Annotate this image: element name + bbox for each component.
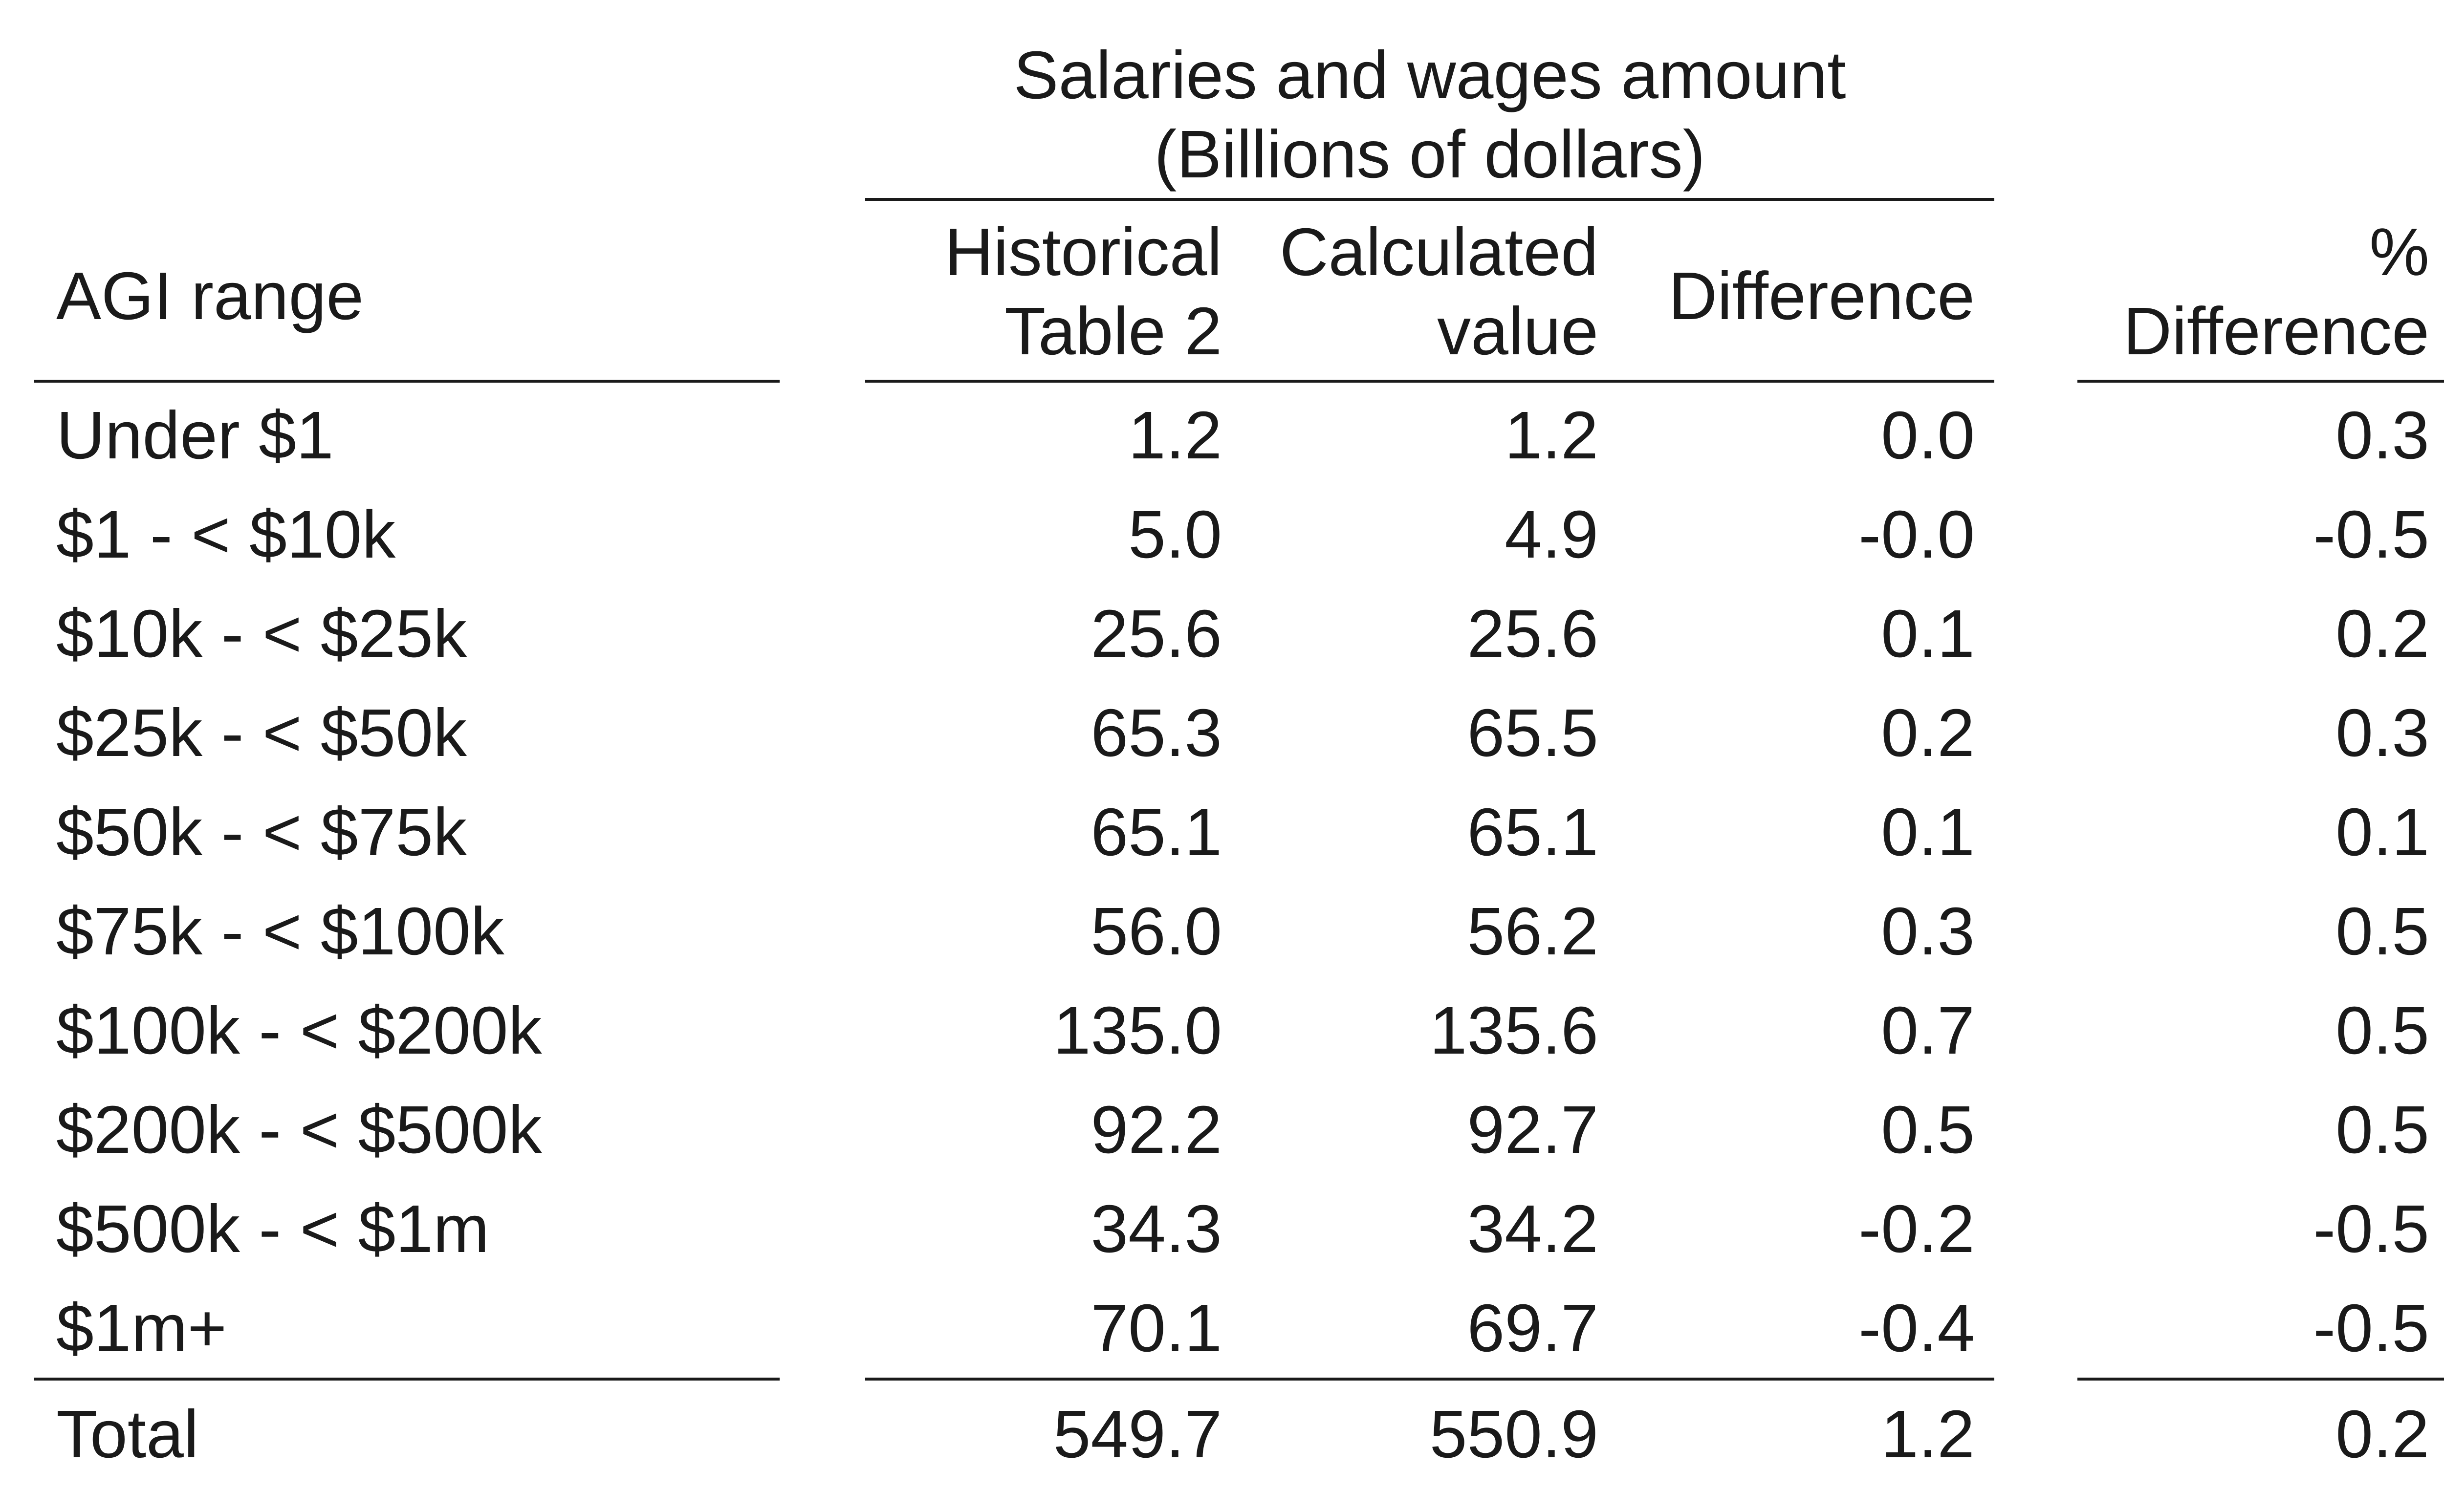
cell-agi-range: $100k - < $200k [56,993,542,1068]
cell-difference: 0.5 [1881,1092,1975,1167]
header-rule-agi [34,380,780,383]
cell-calculated: 1.2 [1505,398,1598,473]
column-header-calculated: Calculated value [1256,213,1598,371]
cell-agi-range: $500k - < $1m [56,1191,490,1267]
cell-pct-difference: 0.2 [2335,596,2429,671]
cell-historical: 65.1 [1091,795,1222,870]
cell-difference: -0.2 [1858,1191,1975,1267]
column-header-calculated-line2: value [1437,294,1598,369]
cell-agi-range: $200k - < $500k [56,1092,542,1167]
cell-historical: 135.0 [1053,993,1222,1068]
cell-historical: 56.0 [1091,894,1222,969]
cell-calculated: 69.7 [1467,1291,1598,1366]
cell-difference: 0.7 [1881,993,1975,1068]
column-header-agi: AGI range [56,259,364,334]
header-rule-pct [2077,380,2444,383]
cell-calculated: 56.2 [1467,894,1598,969]
cell-agi-range: $75k - < $100k [56,894,504,969]
group-header: Salaries and wages amount (Billions of d… [865,36,1994,194]
cell-calculated: 92.7 [1467,1092,1598,1167]
cell-pct-difference: 0.1 [2335,795,2429,870]
cell-calculated: 65.5 [1467,695,1598,771]
total-calculated: 550.9 [1429,1397,1598,1472]
group-header-unit: (Billions of dollars) [1154,117,1705,192]
cell-difference: 0.3 [1881,894,1975,969]
cell-calculated: 4.9 [1505,497,1598,572]
total-label: Total [56,1397,199,1472]
cell-calculated: 25.6 [1467,596,1598,671]
cell-difference: 0.1 [1881,596,1975,671]
column-header-historical-line2: Table 2 [1004,294,1222,369]
column-header-pct-difference: % Difference [2087,213,2429,371]
cell-agi-range: $50k - < $75k [56,795,467,870]
cell-difference: 0.1 [1881,795,1975,870]
cell-historical: 1.2 [1128,398,1222,473]
cell-agi-range: $1 - < $10k [56,497,396,572]
cell-historical: 70.1 [1091,1291,1222,1366]
column-header-difference: Difference [1668,259,1975,334]
cell-pct-difference: -0.5 [2313,497,2429,572]
total-rule-agi [34,1378,780,1381]
total-pct-difference: 0.2 [2335,1397,2429,1472]
column-header-pct-line1: % [2369,215,2429,290]
cell-difference: 0.2 [1881,695,1975,771]
cell-pct-difference: 0.5 [2335,1092,2429,1167]
cell-difference: -0.0 [1858,497,1975,572]
total-historical: 549.7 [1053,1397,1222,1472]
column-header-calculated-line1: Calculated [1279,215,1598,290]
cell-difference: 0.0 [1881,398,1975,473]
cell-calculated: 34.2 [1467,1191,1598,1267]
cell-difference: -0.4 [1858,1291,1975,1366]
cell-pct-difference: -0.5 [2313,1191,2429,1267]
cell-historical: 34.3 [1091,1191,1222,1267]
cell-historical: 92.2 [1091,1092,1222,1167]
group-header-title: Salaries and wages amount [1013,38,1846,113]
cell-pct-difference: 0.3 [2335,695,2429,771]
total-rule-pct [2077,1378,2444,1381]
total-difference: 1.2 [1881,1397,1975,1472]
cell-historical: 65.3 [1091,695,1222,771]
column-header-pct-line2: Difference [2123,294,2429,369]
column-header-historical-line1: Historical [944,215,1222,290]
column-header-historical: Historical Table 2 [880,213,1222,371]
group-header-rule [865,198,1994,201]
cell-calculated: 135.6 [1429,993,1598,1068]
cell-agi-range: $25k - < $50k [56,695,467,771]
cell-pct-difference: 0.3 [2335,398,2429,473]
header-rule-amounts [865,380,1994,383]
total-rule-amounts [865,1378,1994,1381]
cell-pct-difference: -0.5 [2313,1291,2429,1366]
cell-calculated: 65.1 [1467,795,1598,870]
cell-agi-range: $1m+ [56,1291,227,1366]
cell-pct-difference: 0.5 [2335,894,2429,969]
cell-agi-range: $10k - < $25k [56,596,467,671]
cell-agi-range: Under $1 [56,398,334,473]
cell-historical: 25.6 [1091,596,1222,671]
cell-historical: 5.0 [1128,497,1222,572]
cell-pct-difference: 0.5 [2335,993,2429,1068]
